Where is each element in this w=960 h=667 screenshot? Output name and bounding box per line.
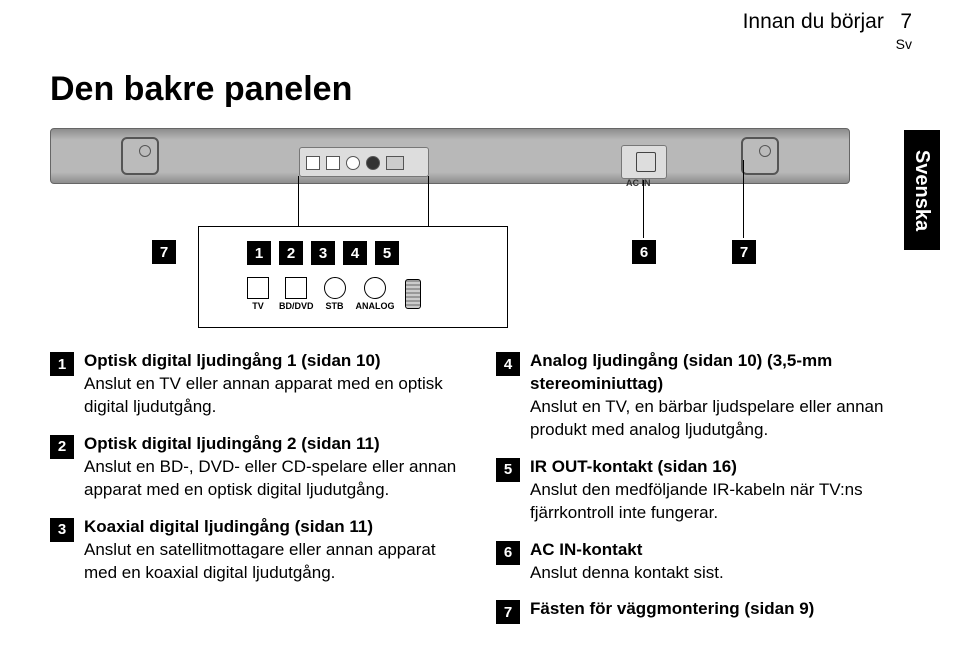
port-shape-icon [324, 277, 346, 299]
port-label: TV [252, 301, 264, 311]
port-label: ANALOG [356, 301, 395, 311]
port-cluster-icon [299, 147, 429, 177]
header-page: 7 [900, 10, 912, 33]
zoom-port: ANALOG [356, 277, 395, 311]
item-text: Anslut en satellitmottagare eller annan … [84, 539, 464, 585]
item-text: Anslut en TV eller annan apparat med en … [84, 373, 464, 419]
item-body: AC IN-kontaktAnslut denna kontakt sist. [530, 539, 724, 585]
list-item: 5 IR OUT-kontakt (sidan 16)Anslut den med… [496, 456, 910, 525]
language-tab: Svenska [904, 130, 940, 250]
language-tab-label: Svenska [911, 149, 934, 230]
ac-in-icon [621, 145, 667, 179]
list-item: 7 Fästen för väggmontering (sidan 9) [496, 598, 910, 624]
header-section: Innan du börjar [743, 10, 884, 33]
port-shape-icon [285, 277, 307, 299]
leader-line [743, 160, 744, 238]
zoom-number: 4 [343, 241, 367, 265]
rear-panel-diagram: AC IN 7 6 7 12345 TV BD/DVD STB ANALOG [50, 128, 850, 338]
item-title: AC IN-kontakt [530, 539, 724, 562]
port-shape-icon [247, 277, 269, 299]
list-item: 1 Optisk digital ljudingång 1 (sidan 10)A… [50, 350, 464, 419]
page-header: Innan du börjar 7 Sv [743, 10, 912, 52]
description-columns: 1Optisk digital ljudingång 1 (sidan 10)A… [50, 350, 910, 638]
zoom-number: 2 [279, 241, 303, 265]
item-number: 4 [496, 352, 520, 376]
soundbar-body [50, 128, 850, 184]
zoom-panel: 12345 TV BD/DVD STB ANALOG [198, 226, 508, 328]
item-text: Anslut den medföljande IR-kabeln när TV:… [530, 479, 910, 525]
item-number: 5 [496, 458, 520, 482]
port-shape-icon [405, 279, 421, 309]
left-column: 1Optisk digital ljudingång 1 (sidan 10)A… [50, 350, 464, 638]
item-body: Fästen för väggmontering (sidan 9) [530, 598, 814, 624]
item-text: Anslut en TV, en bärbar ljudspelare elle… [530, 396, 910, 442]
list-item: 2 Optisk digital ljudingång 2 (sidan 11)A… [50, 433, 464, 502]
item-number: 1 [50, 352, 74, 376]
item-body: Optisk digital ljudingång 1 (sidan 10)An… [84, 350, 464, 419]
item-body: Optisk digital ljudingång 2 (sidan 11)An… [84, 433, 464, 502]
port-label: STB [326, 301, 344, 311]
callout-6: 6 [632, 240, 656, 264]
zoom-number-row: 12345 [247, 241, 399, 265]
zoom-port-row: TV BD/DVD STB ANALOG [247, 277, 421, 311]
item-text: Anslut en BD-, DVD- eller CD-spelare ell… [84, 456, 464, 502]
header-lang: Sv [743, 36, 912, 52]
list-item: 6 AC IN-kontaktAnslut denna kontakt sist. [496, 539, 910, 585]
item-body: Analog ljudingång (sidan 10) (3,5-mm ste… [530, 350, 910, 442]
zoom-port: TV [247, 277, 269, 311]
zoom-number: 3 [311, 241, 335, 265]
zoom-port: STB [324, 277, 346, 311]
item-body: Koaxial digital ljudingång (sidan 11)Ans… [84, 516, 464, 585]
item-title: Optisk digital ljudingång 2 (sidan 11) [84, 433, 464, 456]
list-item: 4 Analog ljudingång (sidan 10) (3,5-mm st… [496, 350, 910, 442]
zoom-port [405, 279, 421, 311]
item-title: Optisk digital ljudingång 1 (sidan 10) [84, 350, 464, 373]
section-title: Den bakre panelen [50, 70, 352, 109]
zoom-number: 1 [247, 241, 271, 265]
zoom-number: 5 [375, 241, 399, 265]
wall-mount-left-icon [121, 137, 159, 175]
leader-line [428, 176, 429, 228]
callout-7: 7 [732, 240, 756, 264]
item-title: Koaxial digital ljudingång (sidan 11) [84, 516, 464, 539]
leader-line [298, 176, 299, 228]
wall-mount-right-icon [741, 137, 779, 175]
item-number: 7 [496, 600, 520, 624]
ac-in-label: AC IN [626, 178, 651, 188]
item-number: 3 [50, 518, 74, 542]
callout-7: 7 [152, 240, 176, 264]
port-label: BD/DVD [279, 301, 314, 311]
item-body: IR OUT-kontakt (sidan 16)Anslut den medf… [530, 456, 910, 525]
item-title: IR OUT-kontakt (sidan 16) [530, 456, 910, 479]
list-item: 3 Koaxial digital ljudingång (sidan 11)An… [50, 516, 464, 585]
item-title: Analog ljudingång (sidan 10) (3,5-mm ste… [530, 350, 910, 396]
item-text: Anslut denna kontakt sist. [530, 562, 724, 585]
port-shape-icon [364, 277, 386, 299]
zoom-port: BD/DVD [279, 277, 314, 311]
item-number: 6 [496, 541, 520, 565]
item-number: 2 [50, 435, 74, 459]
right-column: 4 Analog ljudingång (sidan 10) (3,5-mm st… [496, 350, 910, 638]
item-title: Fästen för väggmontering (sidan 9) [530, 598, 814, 621]
leader-line [643, 180, 644, 238]
